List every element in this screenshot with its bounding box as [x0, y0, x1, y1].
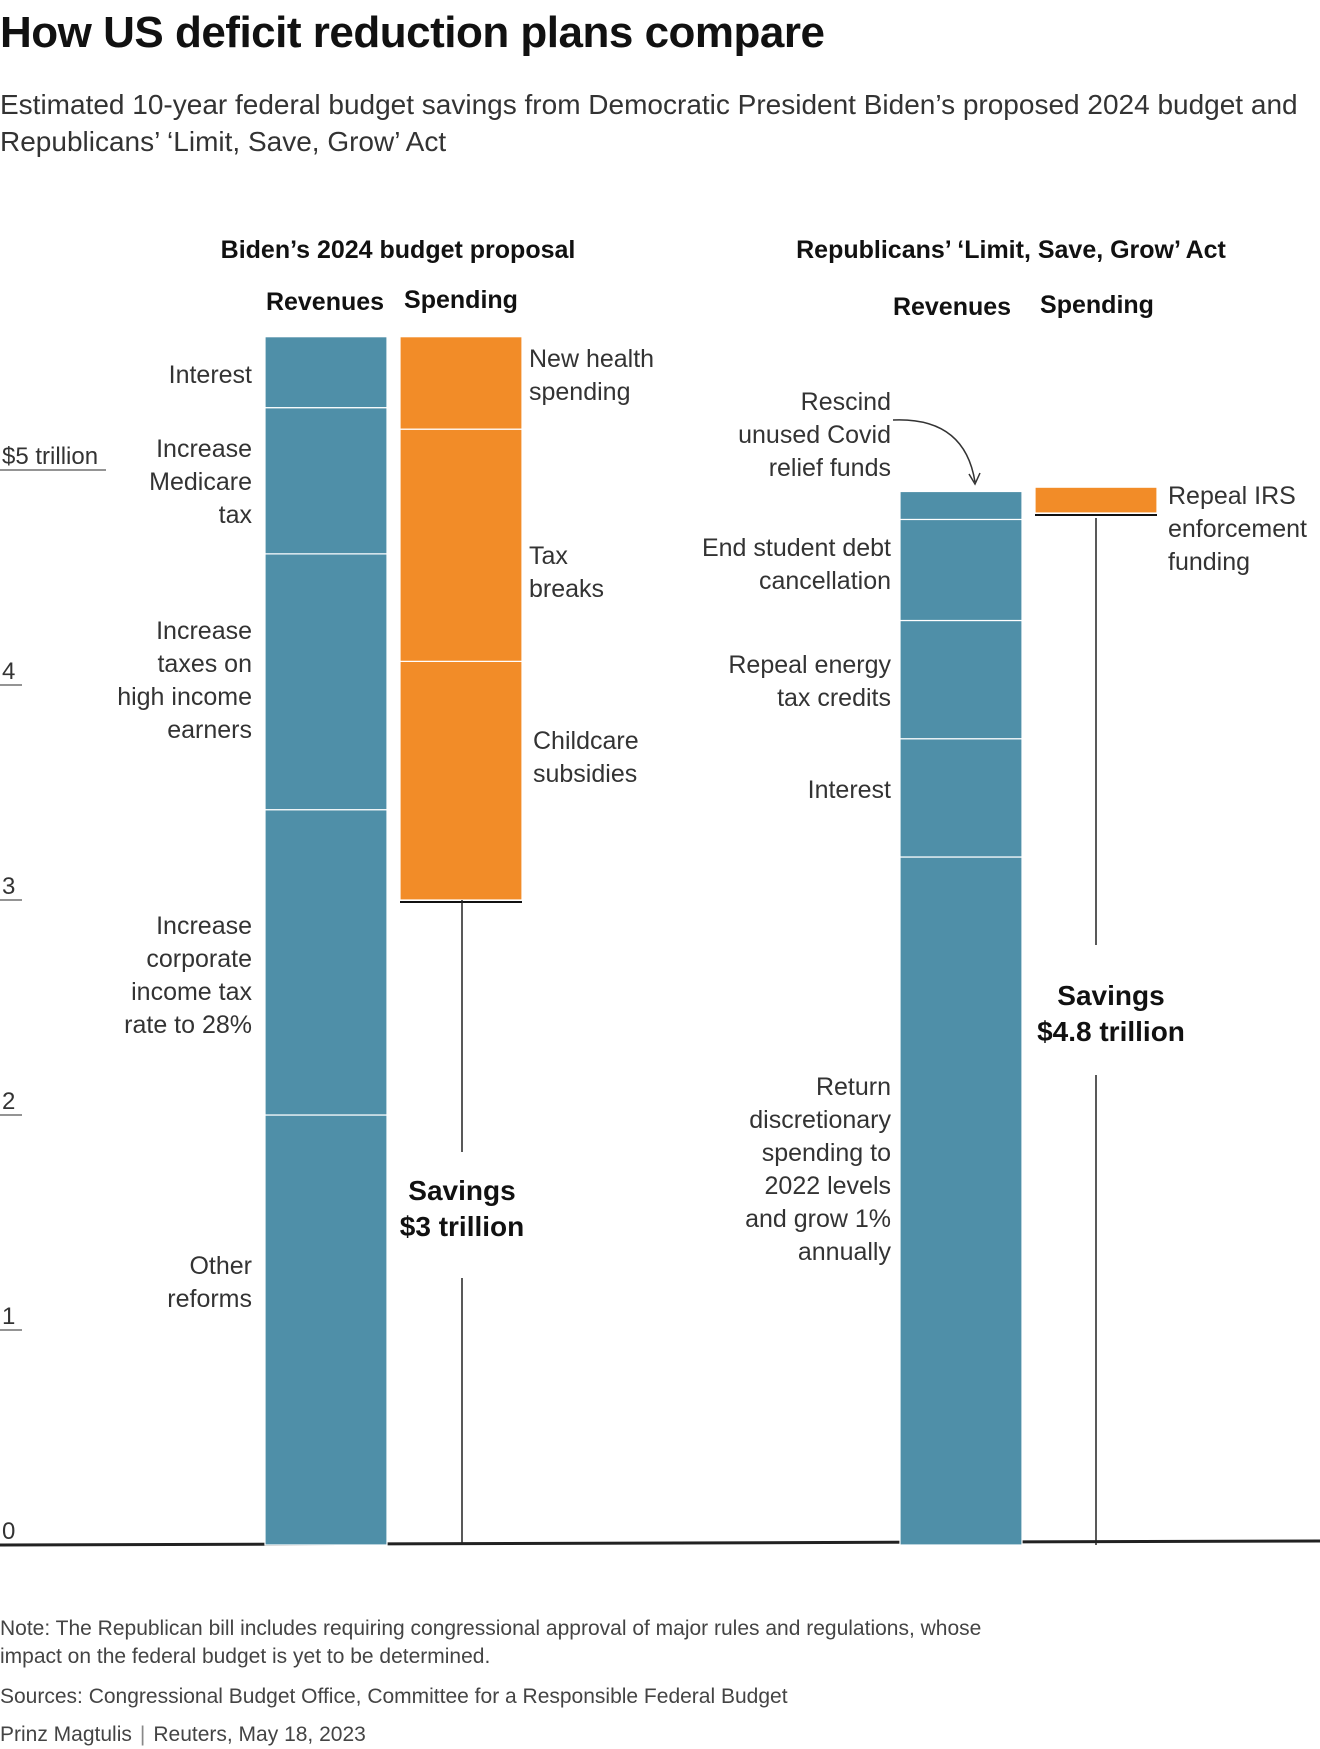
- y-tick-label: 4: [2, 658, 15, 685]
- y-tick-label: 0: [2, 1518, 15, 1545]
- y-tick-label: 2: [2, 1088, 15, 1115]
- segment-label: Repeal energy: [728, 651, 891, 679]
- footer-note: Note: The Republican bill includes requi…: [0, 1617, 982, 1668]
- segment-label: Interest: [169, 361, 252, 389]
- segment-label: Other: [189, 1252, 252, 1280]
- segment-label: Tax: [529, 542, 568, 570]
- segment-label: Increase: [156, 617, 252, 645]
- segment-label: Medicare: [149, 468, 252, 496]
- segment-label: relief funds: [769, 454, 891, 482]
- segment-label: New health: [529, 345, 654, 373]
- panel-title: Biden’s 2024 budget proposal: [221, 236, 576, 264]
- bar-segment: [899, 856, 1023, 1546]
- bar-segment: [264, 407, 388, 555]
- segment-label: tax credits: [777, 684, 891, 712]
- savings-label: $3 trillion: [400, 1211, 524, 1242]
- segment-label: funding: [1168, 548, 1250, 576]
- footer-sources: Sources: Congressional Budget Office, Co…: [0, 1685, 788, 1708]
- segment-label: discretionary: [749, 1106, 891, 1134]
- segment-label: Rescind: [801, 388, 891, 416]
- y-tick-label: $5 trillion: [2, 443, 98, 470]
- segment-label: enforcement: [1168, 515, 1307, 543]
- bar-segment: [399, 336, 523, 430]
- savings-label: Savings: [408, 1175, 515, 1206]
- y-tick-label: 1: [2, 1303, 15, 1330]
- footer-credit: Prinz Magtulis | Reuters, May 18, 2023: [0, 1721, 366, 1749]
- bar-segment: [264, 553, 388, 811]
- segment-label: Interest: [808, 776, 891, 804]
- savings-label: $4.8 trillion: [1037, 1016, 1185, 1047]
- segment-label: taxes on: [157, 650, 252, 678]
- segment-label: Return: [816, 1073, 891, 1101]
- column-header: Spending: [1040, 291, 1154, 319]
- annotation-arrowhead: [968, 472, 981, 486]
- credit-separator: |: [139, 1723, 146, 1746]
- bar-segment: [264, 809, 388, 1116]
- x-axis-baseline: [0, 1539, 1320, 1547]
- bar-segment: [1034, 486, 1158, 514]
- panel-title: Republicans’ ‘Limit, Save, Grow’ Act: [796, 236, 1226, 264]
- segment-label: high income: [117, 683, 252, 711]
- segment-label: earners: [167, 716, 252, 744]
- column-header: Revenues: [893, 293, 1011, 321]
- segment-label: End student debt: [702, 534, 891, 562]
- author-credit: Prinz Magtulis: [0, 1723, 132, 1746]
- segment-label: and grow 1%: [745, 1205, 891, 1233]
- column-header: Revenues: [266, 288, 384, 316]
- bar-segment: [399, 660, 523, 901]
- column-header: Spending: [404, 286, 518, 314]
- bar-segment: [899, 490, 1023, 521]
- segment-label: rate to 28%: [124, 1011, 252, 1039]
- bar-segment: [264, 1114, 388, 1546]
- segment-label: spending to: [762, 1139, 891, 1167]
- annotation-arrow: [892, 419, 976, 483]
- segment-label: Increase: [156, 912, 252, 940]
- segment-label: corporate: [146, 945, 252, 973]
- segment-label: reforms: [167, 1285, 252, 1313]
- chart-subtitle: Estimated 10-year federal budget savings…: [0, 89, 1298, 157]
- bar-segment: [399, 428, 523, 662]
- chart-title: How US deficit reduction plans compare: [0, 8, 825, 57]
- segment-label: income tax: [131, 978, 252, 1006]
- segment-label: cancellation: [759, 567, 891, 595]
- segment-label: tax: [219, 501, 253, 529]
- segment-label: annually: [798, 1238, 892, 1266]
- bar-segment: [899, 738, 1023, 858]
- bar-segment: [899, 518, 1023, 622]
- bar-segment: [264, 336, 388, 409]
- segment-label: Repeal IRS: [1168, 482, 1296, 510]
- segment-label: subsidies: [533, 760, 637, 788]
- y-tick-label: 3: [2, 873, 15, 900]
- segment-label: 2022 levels: [765, 1172, 891, 1200]
- segment-label: unused Covid: [738, 421, 891, 449]
- chart-svg: 0 1 2 3 4 $5 trillion Biden’s 2024 budget prop…: [0, 236, 1320, 1547]
- segment-label: spending: [529, 378, 630, 406]
- segment-label: Increase: [156, 435, 252, 463]
- segment-label: breaks: [529, 575, 604, 603]
- segment-label: Childcare: [533, 727, 639, 755]
- bar-segment: [899, 619, 1023, 740]
- savings-label: Savings: [1057, 980, 1164, 1011]
- publisher-credit: Reuters, May 18, 2023: [153, 1723, 366, 1746]
